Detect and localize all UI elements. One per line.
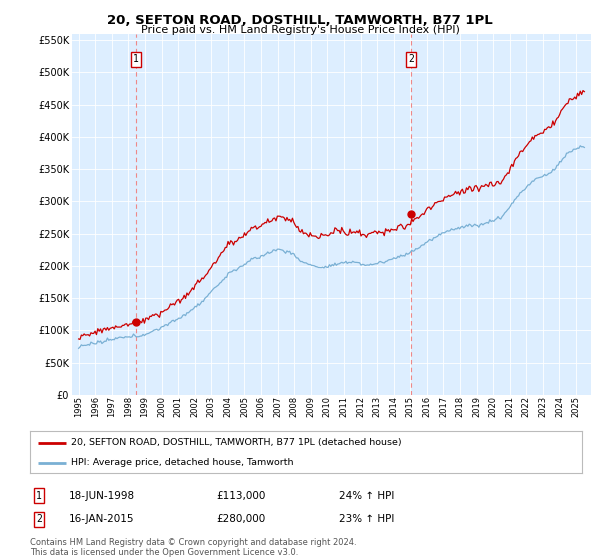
Text: 16-JAN-2015: 16-JAN-2015 bbox=[69, 514, 134, 524]
Text: 1: 1 bbox=[133, 54, 139, 64]
Text: 20, SEFTON ROAD, DOSTHILL, TAMWORTH, B77 1PL (detached house): 20, SEFTON ROAD, DOSTHILL, TAMWORTH, B77… bbox=[71, 438, 402, 447]
Text: 2: 2 bbox=[36, 514, 42, 524]
Text: HPI: Average price, detached house, Tamworth: HPI: Average price, detached house, Tamw… bbox=[71, 458, 294, 467]
Text: 18-JUN-1998: 18-JUN-1998 bbox=[69, 491, 135, 501]
Text: Contains HM Land Registry data © Crown copyright and database right 2024.
This d: Contains HM Land Registry data © Crown c… bbox=[30, 538, 356, 557]
Text: £113,000: £113,000 bbox=[216, 491, 265, 501]
Text: 1: 1 bbox=[36, 491, 42, 501]
Text: 23% ↑ HPI: 23% ↑ HPI bbox=[339, 514, 394, 524]
Text: £280,000: £280,000 bbox=[216, 514, 265, 524]
Text: 24% ↑ HPI: 24% ↑ HPI bbox=[339, 491, 394, 501]
Text: 2: 2 bbox=[408, 54, 414, 64]
Text: 20, SEFTON ROAD, DOSTHILL, TAMWORTH, B77 1PL: 20, SEFTON ROAD, DOSTHILL, TAMWORTH, B77… bbox=[107, 14, 493, 27]
Text: Price paid vs. HM Land Registry's House Price Index (HPI): Price paid vs. HM Land Registry's House … bbox=[140, 25, 460, 35]
